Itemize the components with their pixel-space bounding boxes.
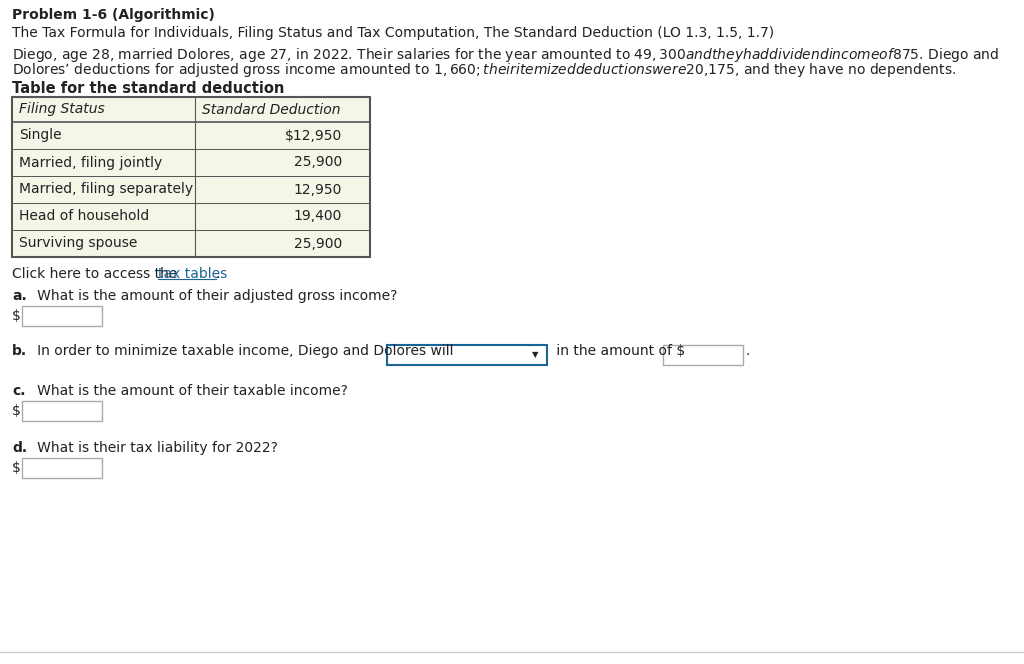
Text: Head of household: Head of household [19,210,150,224]
Text: 12,950: 12,950 [294,183,342,197]
FancyBboxPatch shape [22,401,102,421]
Text: What is the amount of their adjusted gross income?: What is the amount of their adjusted gro… [24,289,397,303]
Text: Click here to access the: Click here to access the [12,267,181,281]
FancyBboxPatch shape [12,97,370,257]
Text: What is their tax liability for 2022?: What is their tax liability for 2022? [24,441,278,455]
Text: $: $ [12,461,20,475]
FancyBboxPatch shape [22,306,102,326]
Text: Standard Deduction: Standard Deduction [202,102,341,116]
Text: Table for the standard deduction: Table for the standard deduction [12,81,285,96]
Text: 25,900: 25,900 [294,155,342,169]
Text: in the amount of $: in the amount of $ [553,344,686,358]
Text: c.: c. [12,384,26,398]
Text: In order to minimize taxable income, Diego and Dolores will: In order to minimize taxable income, Die… [24,344,454,358]
Text: $12,950: $12,950 [285,129,342,143]
Text: b.: b. [12,344,27,358]
Text: .: . [216,267,220,281]
Text: tax tables: tax tables [158,267,226,281]
Text: $: $ [12,404,20,418]
Text: Single: Single [19,129,61,143]
Text: Married, filing jointly: Married, filing jointly [19,155,162,169]
Text: Diego, age 28, married Dolores, age 27, in 2022. Their salaries for the year amo: Diego, age 28, married Dolores, age 27, … [12,46,999,64]
Text: ▼: ▼ [532,351,539,359]
FancyBboxPatch shape [664,345,743,365]
Text: Filing Status: Filing Status [19,102,104,116]
Text: 19,400: 19,400 [294,210,342,224]
Text: The Tax Formula for Individuals, Filing Status and Tax Computation, The Standard: The Tax Formula for Individuals, Filing … [12,26,774,40]
Text: d.: d. [12,441,27,455]
Text: .: . [745,344,750,358]
FancyBboxPatch shape [387,345,548,365]
FancyBboxPatch shape [22,458,102,478]
Text: $: $ [12,309,20,323]
Text: a.: a. [12,289,27,303]
Text: Dolores’ deductions for adjusted gross income amounted to $1,660; their itemized: Dolores’ deductions for adjusted gross i… [12,61,956,79]
Text: Married, filing separately: Married, filing separately [19,183,194,197]
Text: What is the amount of their taxable income?: What is the amount of their taxable inco… [24,384,347,398]
Text: Surviving spouse: Surviving spouse [19,236,137,250]
Text: 25,900: 25,900 [294,236,342,250]
Text: Problem 1-6 (Algorithmic): Problem 1-6 (Algorithmic) [12,8,215,22]
